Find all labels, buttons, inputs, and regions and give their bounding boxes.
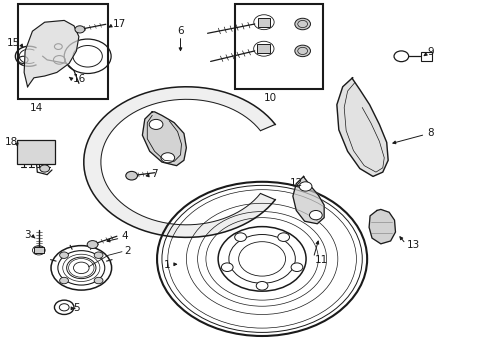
Polygon shape xyxy=(143,112,186,166)
Bar xyxy=(421,52,432,60)
Text: 2: 2 xyxy=(124,246,130,256)
Circle shape xyxy=(149,120,163,130)
Circle shape xyxy=(126,171,138,180)
Text: 11: 11 xyxy=(315,255,328,265)
Text: 8: 8 xyxy=(427,128,433,138)
Text: 1: 1 xyxy=(164,260,171,270)
Circle shape xyxy=(235,233,246,242)
Text: 6: 6 xyxy=(177,26,184,36)
Circle shape xyxy=(394,51,409,62)
Circle shape xyxy=(299,182,312,191)
Circle shape xyxy=(94,277,103,284)
Circle shape xyxy=(75,26,85,33)
Circle shape xyxy=(310,211,322,220)
FancyBboxPatch shape xyxy=(17,140,55,163)
Circle shape xyxy=(278,233,290,242)
Bar xyxy=(34,247,44,253)
Circle shape xyxy=(295,45,311,57)
Text: 5: 5 xyxy=(73,303,80,313)
Text: 7: 7 xyxy=(151,169,158,179)
Circle shape xyxy=(221,263,233,271)
Polygon shape xyxy=(84,87,275,237)
Circle shape xyxy=(40,165,49,172)
Circle shape xyxy=(60,277,69,284)
Text: 4: 4 xyxy=(122,231,128,241)
Circle shape xyxy=(161,153,174,163)
Text: 14: 14 xyxy=(30,103,43,113)
Polygon shape xyxy=(24,21,79,87)
Text: 16: 16 xyxy=(73,74,86,84)
Circle shape xyxy=(87,240,98,248)
Text: 9: 9 xyxy=(428,47,434,57)
Text: 18: 18 xyxy=(4,137,18,147)
Circle shape xyxy=(256,282,268,290)
Circle shape xyxy=(94,252,103,258)
FancyBboxPatch shape xyxy=(257,44,270,53)
Polygon shape xyxy=(369,210,395,244)
Polygon shape xyxy=(337,78,388,176)
Bar xyxy=(235,4,323,89)
Circle shape xyxy=(60,252,69,258)
FancyBboxPatch shape xyxy=(258,18,270,27)
Circle shape xyxy=(295,18,311,30)
Polygon shape xyxy=(293,176,324,224)
Text: 3: 3 xyxy=(24,230,31,239)
Text: 15: 15 xyxy=(6,38,20,48)
Circle shape xyxy=(291,263,303,271)
Text: 10: 10 xyxy=(264,93,277,103)
Bar xyxy=(18,4,108,99)
Text: 12: 12 xyxy=(290,178,303,188)
Text: 13: 13 xyxy=(407,240,420,250)
Text: 17: 17 xyxy=(113,19,126,29)
